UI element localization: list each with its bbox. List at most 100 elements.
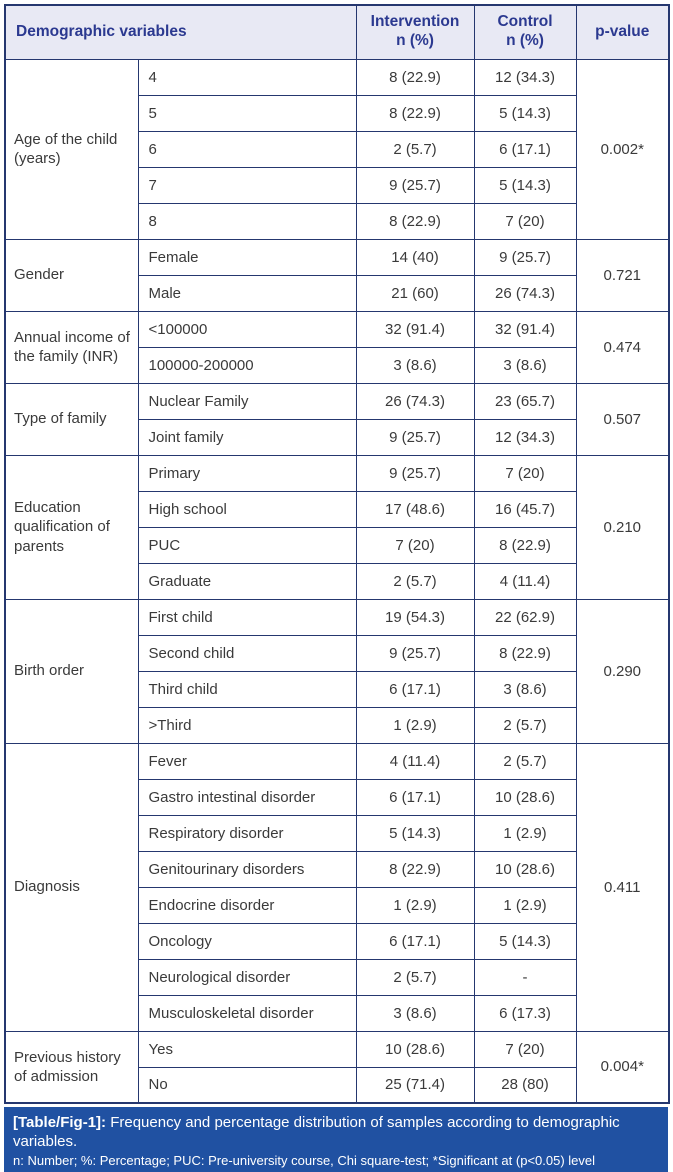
variable-cell: Birth order: [4, 598, 139, 744]
control-cell: 6 (17.3): [473, 994, 577, 1032]
caption-text: Frequency and percentage distribution of…: [13, 1114, 620, 1151]
control-cell: 7 (20): [473, 202, 577, 240]
table-row: Diagnosis Fever 4 (11.4) 2 (5.7) 0.411: [4, 742, 670, 1032]
demographic-table: Demographic variables Intervention n (%)…: [4, 4, 671, 1104]
intervention-cell: 17 (48.6): [355, 490, 475, 528]
intervention-cell: 8 (22.9): [355, 202, 475, 240]
table-row: No 25 (71.4) 28 (80): [5, 1066, 669, 1104]
control-cell: 23 (65.7): [473, 382, 577, 420]
category-cell: Female: [137, 238, 357, 276]
table-row: Education qualification of parents Primar…: [4, 454, 670, 600]
table-row: Neurological disorder 2 (5.7) -: [5, 958, 669, 996]
control-cell: 28 (80): [473, 1066, 577, 1104]
intervention-cell: 4 (11.4): [355, 742, 475, 780]
header-p-value: p-value: [575, 4, 670, 60]
table-row: Gastro intestinal disorder 6 (17.1) 10 (28…: [5, 778, 669, 816]
intervention-cell: 3 (8.6): [355, 346, 475, 384]
table-row: Previous history of admission Yes 10 (28.6…: [4, 1030, 670, 1104]
caption: [Table/Fig-1]: Frequency and percentage …: [13, 1113, 659, 1151]
intervention-cell: 32 (91.4): [355, 310, 475, 348]
intervention-cell: 9 (25.7): [355, 454, 475, 492]
control-cell: 6 (17.1): [473, 130, 577, 168]
table-row: Joint family 9 (25.7) 12 (34.3): [5, 418, 669, 456]
intervention-cell: 14 (40): [355, 238, 475, 276]
control-cell: 5 (14.3): [473, 94, 577, 132]
category-cell: Joint family: [137, 418, 357, 456]
table-row: Gender Female 14 (40) 9 (25.7) 0.721: [4, 238, 670, 312]
category-cell: Fever: [137, 742, 357, 780]
intervention-cell: 5 (14.3): [355, 814, 475, 852]
control-cell: 3 (8.6): [473, 346, 577, 384]
category-cell: Gastro intestinal disorder: [137, 778, 357, 816]
table-row: Age of the child (years) 4 8 (22.9) 12 (34.…: [4, 58, 670, 240]
table-row: Type of family Nuclear Family 26 (74.3) 23 …: [4, 382, 670, 456]
intervention-cell: 6 (17.1): [355, 670, 475, 708]
table-row: Oncology 6 (17.1) 5 (14.3): [5, 922, 669, 960]
intervention-cell: 8 (22.9): [355, 94, 475, 132]
p-value-cell: 0.290: [575, 598, 670, 744]
category-cell: 6: [137, 130, 357, 168]
p-value-cell: 0.721: [575, 238, 670, 312]
variable-cell: Education qualification of parents: [4, 454, 139, 600]
table-row: 100000-200000 3 (8.6) 3 (8.6): [5, 346, 669, 384]
category-cell: Second child: [137, 634, 357, 672]
control-cell: 8 (22.9): [473, 526, 577, 564]
p-value-cell: 0.002*: [575, 58, 670, 240]
table-row: Endocrine disorder 1 (2.9) 1 (2.9): [5, 886, 669, 924]
header-demographic-variables: Demographic variables: [4, 4, 357, 60]
table-caption-bar: [Table/Fig-1]: Frequency and percentage …: [4, 1107, 668, 1172]
intervention-cell: 1 (2.9): [355, 706, 475, 744]
header-control: Control n (%): [473, 4, 577, 60]
table-row: Annual income of the family (INR) <100000…: [4, 310, 670, 384]
control-cell: 1 (2.9): [473, 886, 577, 924]
intervention-cell: 21 (60): [355, 274, 475, 312]
control-cell: 32 (91.4): [473, 310, 577, 348]
category-cell: Musculoskeletal disorder: [137, 994, 357, 1032]
category-cell: >Third: [137, 706, 357, 744]
control-cell: 4 (11.4): [473, 562, 577, 600]
variable-cell: Annual income of the family (INR): [4, 310, 139, 384]
category-cell: Genitourinary disorders: [137, 850, 357, 888]
table-row: Graduate 2 (5.7) 4 (11.4): [5, 562, 669, 600]
header-control-line2: n (%): [506, 32, 544, 50]
intervention-cell: 26 (74.3): [355, 382, 475, 420]
control-cell: 5 (14.3): [473, 922, 577, 960]
category-cell: 100000-200000: [137, 346, 357, 384]
header-intervention: Intervention n (%): [355, 4, 475, 60]
header-row: Demographic variables Intervention n (%)…: [4, 4, 670, 60]
p-value-cell: 0.004*: [575, 1030, 670, 1104]
category-cell: Graduate: [137, 562, 357, 600]
category-cell: Endocrine disorder: [137, 886, 357, 924]
control-cell: 7 (20): [473, 454, 577, 492]
table-row: Genitourinary disorders 8 (22.9) 10 (28.6): [5, 850, 669, 888]
table-body: Age of the child (years) 4 8 (22.9) 12 (34.…: [4, 58, 670, 1104]
caption-footnote: n: Number; %: Percentage; PUC: Pre-unive…: [13, 1153, 596, 1169]
control-cell: 5 (14.3): [473, 166, 577, 204]
table-row: Musculoskeletal disorder 3 (8.6) 6 (17.3): [5, 994, 669, 1032]
table-row: High school 17 (48.6) 16 (45.7): [5, 490, 669, 528]
intervention-cell: 1 (2.9): [355, 886, 475, 924]
category-cell: Neurological disorder: [137, 958, 357, 996]
intervention-cell: 6 (17.1): [355, 778, 475, 816]
control-cell: 7 (20): [473, 1030, 577, 1068]
table-row: Male 21 (60) 26 (74.3): [5, 274, 669, 312]
intervention-cell: 3 (8.6): [355, 994, 475, 1032]
caption-label: [Table/Fig-1]:: [13, 1114, 107, 1131]
variable-cell: Age of the child (years): [4, 58, 139, 240]
control-cell: 8 (22.9): [473, 634, 577, 672]
intervention-cell: 19 (54.3): [355, 598, 475, 636]
table-row: Third child 6 (17.1) 3 (8.6): [5, 670, 669, 708]
intervention-cell: 2 (5.7): [355, 958, 475, 996]
category-cell: Third child: [137, 670, 357, 708]
control-cell: 2 (5.7): [473, 742, 577, 780]
intervention-cell: 9 (25.7): [355, 634, 475, 672]
variable-cell: Diagnosis: [4, 742, 139, 1032]
control-cell: 3 (8.6): [473, 670, 577, 708]
table-row: Birth order First child 19 (54.3) 22 (62.9)…: [4, 598, 670, 744]
category-cell: Nuclear Family: [137, 382, 357, 420]
p-value-cell: 0.507: [575, 382, 670, 456]
p-value-cell: 0.474: [575, 310, 670, 384]
category-cell: Male: [137, 274, 357, 312]
table-header: Demographic variables Intervention n (%)…: [4, 4, 670, 60]
